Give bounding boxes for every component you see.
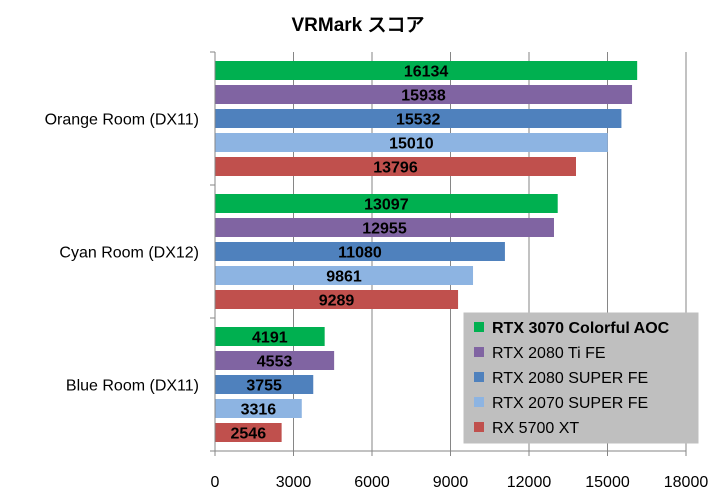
data-label: 3755 <box>246 378 282 395</box>
x-tick-label: 12000 <box>507 474 552 491</box>
axes: 0 3000 6000 9000 12000 15000 18000 Orange Room … <box>45 51 709 491</box>
legend-swatch <box>474 347 484 357</box>
data-label: 4191 <box>252 330 288 347</box>
x-tick-label: 0 <box>211 474 220 491</box>
data-label: 13796 <box>373 160 418 177</box>
data-label: 9861 <box>326 269 362 286</box>
data-label: 15938 <box>401 88 446 105</box>
bars: 16134 15938 15532 15010 13796 13097 12955 11080… <box>215 61 638 443</box>
legend-swatch <box>474 422 484 432</box>
x-tick-label: 6000 <box>354 474 390 491</box>
bar <box>215 399 302 418</box>
bar <box>215 266 474 285</box>
x-tick-label: 3000 <box>276 474 312 491</box>
legend-box <box>463 312 699 444</box>
category-label: Blue Room (DX11) <box>66 378 199 395</box>
chart-title: VRMark スコア <box>291 15 424 36</box>
legend-label: RX 5700 XT <box>492 420 579 437</box>
x-tick-label: 9000 <box>433 474 469 491</box>
legend-label: RTX 2080 SUPER FE <box>492 370 648 387</box>
data-label: 12955 <box>362 221 407 238</box>
legend-swatch <box>474 372 484 382</box>
data-label: 2546 <box>231 426 267 443</box>
bar <box>215 157 576 176</box>
bar <box>215 423 282 442</box>
legend-swatch <box>474 322 484 332</box>
legend-swatch <box>474 397 484 407</box>
legend-label: RTX 3070 Colorful AOC <box>492 320 670 337</box>
bar <box>215 327 325 346</box>
bar <box>215 290 459 309</box>
data-label: 11080 <box>338 245 382 262</box>
bar <box>215 194 558 213</box>
bar <box>215 218 554 237</box>
x-tick-label: 15000 <box>585 474 630 491</box>
data-label: 16134 <box>404 64 449 81</box>
bar <box>215 133 608 152</box>
legend-label: RTX 2070 SUPER FE <box>492 395 648 412</box>
data-label: 4553 <box>257 354 293 371</box>
data-label: 13097 <box>364 197 409 214</box>
data-label: 9289 <box>319 293 355 310</box>
legend-label: RTX 2080 Ti FE <box>492 345 606 362</box>
data-label: 15010 <box>389 136 434 153</box>
bar <box>215 61 638 80</box>
bar <box>215 109 622 128</box>
bar <box>215 351 335 370</box>
data-label: 15532 <box>396 112 441 129</box>
bar <box>215 85 633 104</box>
x-tick-label: 18000 <box>664 474 709 491</box>
legend: RTX 3070 Colorful AOC RTX 2080 Ti FE RTX 2… <box>463 312 699 444</box>
category-label: Orange Room (DX11) <box>45 112 199 129</box>
bar <box>215 242 505 261</box>
data-label: 3316 <box>241 402 277 419</box>
category-label: Cyan Room (DX12) <box>59 245 199 262</box>
bar <box>215 375 314 394</box>
